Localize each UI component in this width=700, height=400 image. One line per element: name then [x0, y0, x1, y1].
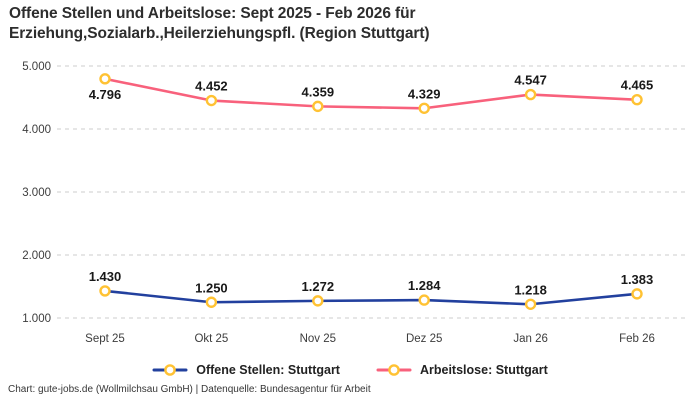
data-point-label: 4.359 — [302, 84, 335, 99]
data-point-label: 1.383 — [621, 272, 654, 287]
x-axis-tick-label: Dez 25 — [406, 333, 442, 345]
data-point-marker — [524, 298, 537, 310]
y-axis-tick-label: 1.000 — [22, 313, 51, 325]
series-line — [103, 77, 639, 110]
data-point-marker — [99, 285, 111, 297]
data-point-marker — [524, 88, 537, 101]
data-point-marker — [418, 294, 430, 306]
chart-title: Offene Stellen und Arbeitslose: Sept 202… — [9, 5, 430, 43]
data-point-label: 1.430 — [89, 269, 122, 284]
legend-line-marker-icon — [376, 364, 412, 376]
x-axis: Sept 25 Okt 25 Nov 25 Dez 25 Jan 26 Feb 26 — [85, 333, 655, 345]
data-point-label: 1.250 — [195, 280, 228, 295]
series-offene-stellen: 1.430 1.250 1.272 1.284 1.218 1.383 — [89, 269, 654, 310]
data-point-label: 4.452 — [195, 79, 228, 94]
data-point-label: 4.329 — [408, 86, 441, 101]
data-point-label: 4.796 — [89, 87, 122, 102]
data-point-marker — [418, 102, 430, 114]
x-axis-tick-label: Sept 25 — [85, 333, 125, 345]
series-arbeitslose: 4.796 4.452 4.359 4.329 4.547 4.465 — [89, 73, 654, 114]
legend-line-marker-icon — [152, 364, 188, 376]
data-point-marker — [99, 73, 111, 85]
legend: Offene Stellen: Stuttgart Arbeitslose: St… — [0, 361, 700, 379]
data-point-marker — [631, 94, 643, 106]
legend-label: Arbeitslose: Stuttgart — [419, 363, 548, 377]
chart-attribution: Chart: gute-jobs.de (Wollmilchsau GmbH) … — [8, 384, 371, 395]
x-axis-tick-label: Feb 26 — [619, 333, 655, 345]
y-axis-tick-label: 4.000 — [22, 124, 51, 136]
x-axis-tick-label: Jan 26 — [513, 333, 548, 345]
legend-label: Offene Stellen: Stuttgart — [196, 363, 340, 377]
data-point-marker — [205, 296, 218, 308]
legend-item-offene-stellen: Offene Stellen: Stuttgart — [152, 363, 340, 377]
gridlines: 1.000 2.000 3.000 4.000 5.000 — [22, 61, 687, 325]
data-point-marker — [631, 288, 643, 300]
x-axis-tick-label: Nov 25 — [300, 333, 336, 345]
data-point-label: 4.465 — [621, 78, 654, 93]
legend-item-arbeitslose: Arbeitslose: Stuttgart — [376, 363, 548, 377]
y-axis-tick-label: 5.000 — [22, 61, 51, 73]
data-point-marker — [205, 94, 218, 107]
data-point-marker — [312, 100, 324, 113]
y-axis-tick-label: 3.000 — [22, 187, 51, 199]
data-point-label: 1.218 — [514, 282, 547, 297]
chart-canvas: 1.000 2.000 3.000 4.000 5.000 Sept 25 Okt 25 No… — [22, 61, 687, 345]
data-point-label: 1.272 — [302, 279, 335, 294]
series-line — [103, 289, 639, 306]
data-point-label: 4.547 — [514, 73, 547, 88]
data-point-marker — [312, 295, 324, 307]
x-axis-tick-label: Okt 25 — [194, 333, 228, 345]
y-axis-tick-label: 2.000 — [22, 250, 51, 262]
data-point-label: 1.284 — [408, 278, 441, 293]
